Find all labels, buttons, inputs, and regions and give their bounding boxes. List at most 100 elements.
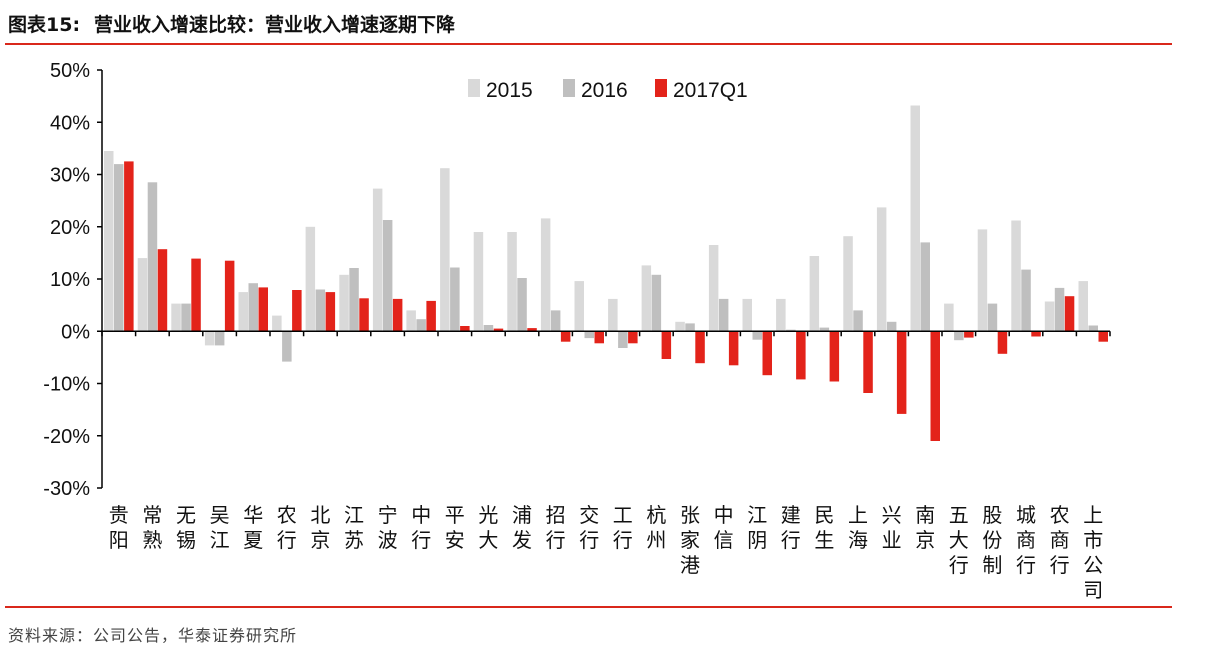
bar-2017Q1-张家港: [695, 331, 705, 364]
bar-2017Q1-北京: [325, 292, 336, 332]
x-tick-label: 民生: [814, 503, 834, 552]
y-tick-label: -30%: [43, 478, 90, 500]
bar-2016-上市公司: [1088, 325, 1098, 332]
bar-2017Q1-南京: [930, 331, 940, 441]
bar-2017Q1-五大行: [964, 331, 974, 338]
bar-2017Q1-浦发: [527, 328, 537, 332]
legend-swatch-2017Q1: [655, 79, 667, 97]
bar-2015-中信: [708, 245, 719, 332]
bar-2017Q1-无锡: [191, 258, 201, 332]
bar-2016-贵阳: [114, 164, 124, 332]
figure-title: 图表15: 营业收入增速比较：营业收入增速逐期下降: [8, 10, 455, 37]
bar-2016-兴业: [886, 321, 897, 332]
source-note: 资料来源：公司公告，华泰证券研究所: [8, 626, 298, 645]
y-tick-label: 20%: [50, 217, 90, 239]
bar-2015-股份制: [977, 229, 988, 332]
y-tick-label: 40%: [50, 112, 90, 134]
x-tick-label: 交行: [579, 503, 599, 552]
y-tick-label: 50%: [50, 60, 90, 82]
bar-2016-工行: [618, 331, 628, 348]
bar-2016-民生: [819, 327, 830, 332]
bar-2017Q1-江苏: [359, 298, 369, 332]
bar-2015-南京: [910, 105, 920, 332]
bar-2015-交行: [574, 281, 584, 332]
bar-2017Q1-光大: [493, 328, 504, 332]
axes-group: 50%40%30%20%10%0%-10%-20%-30%贵阳常熟无锡吴江华夏农…: [43, 60, 1111, 602]
bar-2015-江苏: [339, 274, 349, 332]
bar-2016-中信: [718, 298, 729, 332]
x-tick-label: 建行: [781, 503, 801, 552]
y-tick-label: -20%: [43, 426, 90, 448]
bar-2015-兴业: [876, 207, 887, 332]
bar-2015-建行: [776, 298, 786, 332]
bar-2016-江阴: [752, 331, 762, 340]
bar-2015-宁波: [372, 188, 383, 332]
bar-2017Q1-招行: [560, 331, 571, 342]
x-tick-label: 北京: [310, 503, 330, 552]
bar-2015-农商行: [1044, 301, 1055, 332]
y-tick-label: 30%: [50, 165, 90, 187]
x-tick-label: 招行: [546, 503, 566, 552]
bar-2016-招行: [550, 310, 561, 332]
bar-2015-中行: [406, 310, 416, 332]
x-tick-label: 工行: [613, 503, 633, 552]
bar-2016-常熟: [147, 182, 158, 332]
x-tick-label: 宁波: [378, 503, 398, 552]
x-tick-label: 城商行: [1016, 503, 1036, 577]
y-tick-label: 0%: [61, 321, 90, 343]
bar-2016-南京: [920, 242, 930, 332]
x-tick-label: 南京: [915, 503, 935, 552]
bar-2015-招行: [540, 218, 551, 332]
bar-2017Q1-杭州: [661, 331, 672, 359]
x-tick-label: 张家港: [680, 503, 700, 577]
figure-label: 图表15:: [8, 14, 81, 36]
bar-2016-华夏: [248, 283, 258, 332]
bar-2015-五大行: [944, 303, 954, 332]
x-tick-label: 农商行: [1050, 503, 1070, 577]
y-tick-label: -10%: [43, 374, 90, 396]
legend-swatch-2015: [468, 79, 480, 97]
bar-2016-上海: [853, 310, 863, 332]
x-tick-label: 华夏: [243, 503, 263, 552]
header-rule: [5, 43, 1172, 45]
figure-title-text: 营业收入增速比较：营业收入增速逐期下降: [94, 14, 456, 36]
x-tick-label: 贵阳: [109, 503, 129, 552]
legend-swatch-2016: [563, 79, 575, 97]
bar-2015-农行: [272, 315, 282, 332]
bar-2016-交行: [584, 331, 594, 339]
footer-rule: [5, 606, 1172, 608]
bar-2016-吴江: [214, 331, 225, 346]
bar-2015-上市公司: [1078, 281, 1088, 332]
bar-2016-五大行: [954, 331, 964, 341]
bar-2017Q1-华夏: [258, 287, 268, 332]
bar-2015-工行: [608, 298, 618, 332]
bar-2017Q1-城商行: [1031, 331, 1041, 337]
bars-group: [104, 105, 1108, 441]
bar-2015-华夏: [238, 292, 248, 332]
bar-2016-宁波: [382, 220, 393, 332]
x-tick-label: 兴业: [882, 503, 902, 552]
bar-2017Q1-中行: [426, 300, 436, 332]
bar-2015-张家港: [675, 321, 685, 332]
bar-2017Q1-农商行: [1064, 296, 1075, 332]
bar-2016-江苏: [349, 268, 359, 332]
bar-2017Q1-中信: [728, 331, 739, 366]
bar-2017Q1-上市公司: [1098, 331, 1108, 342]
x-tick-label: 平安: [445, 503, 465, 552]
bar-2017Q1-常熟: [157, 249, 168, 332]
legend: 2015 2016 2017Q1: [468, 79, 748, 102]
bar-2016-浦发: [517, 278, 527, 332]
bar-2015-光大: [473, 232, 484, 332]
bar-2015-北京: [305, 226, 316, 332]
x-tick-label: 农行: [277, 503, 297, 552]
bar-2017Q1-股份制: [997, 331, 1008, 354]
bar-2016-平安: [450, 267, 460, 332]
bar-2017Q1-贵阳: [124, 161, 134, 332]
bar-2015-民生: [809, 256, 820, 332]
x-tick-label: 江阴: [747, 503, 767, 552]
bar-2015-城商行: [1011, 220, 1021, 332]
x-tick-label: 光大: [478, 503, 498, 552]
bar-2017Q1-民生: [829, 331, 840, 382]
legend-label-2017Q1: 2017Q1: [673, 79, 748, 102]
